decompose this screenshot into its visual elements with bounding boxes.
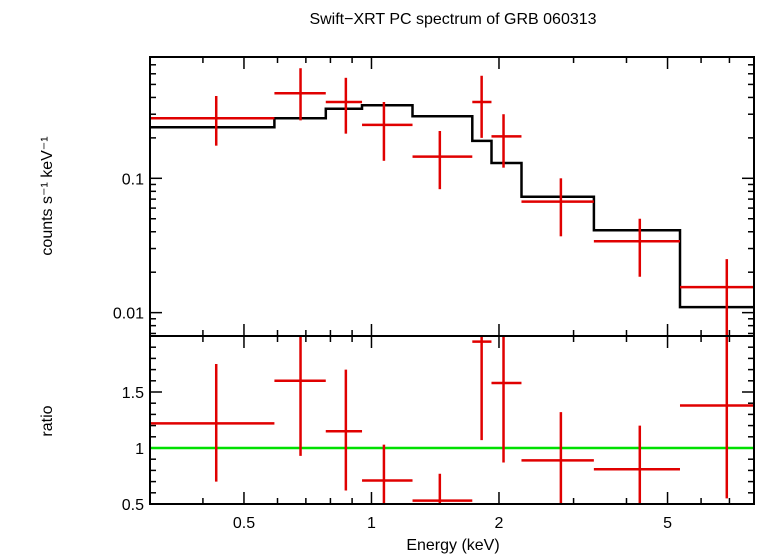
model-step-line bbox=[150, 103, 754, 309]
ratio-point bbox=[362, 444, 413, 504]
x-tick-labels: 0.5 1 2 5 bbox=[233, 515, 672, 532]
x-tick-label: 2 bbox=[495, 515, 504, 532]
bottom-panel-ticks bbox=[150, 336, 754, 504]
top-panel-ticks bbox=[150, 57, 754, 336]
spectrum-point bbox=[491, 114, 522, 168]
spectrum-point bbox=[472, 75, 492, 138]
x-tick-label: 0.5 bbox=[233, 515, 255, 532]
top-y-tick-label: 0.01 bbox=[113, 306, 144, 323]
spectrum-data-points bbox=[150, 68, 754, 336]
ratio-point bbox=[679, 336, 754, 499]
bottom-y-axis-label: ratio bbox=[39, 405, 56, 436]
top-y-axis-label: counts s⁻¹ keV⁻¹ bbox=[39, 136, 56, 255]
x-tick-label: 1 bbox=[367, 515, 376, 532]
ratio-point bbox=[472, 336, 492, 441]
ratio-point bbox=[593, 425, 680, 504]
ratio-data-points bbox=[150, 336, 754, 504]
spectrum-point bbox=[362, 101, 413, 161]
ratio-point bbox=[150, 364, 275, 482]
spectrum-point bbox=[325, 77, 363, 134]
spectrum-point bbox=[412, 131, 473, 190]
spectrum-point bbox=[150, 95, 275, 146]
spectrum-point bbox=[679, 259, 754, 336]
top-panel-frame bbox=[149, 56, 755, 337]
spectrum-point bbox=[274, 68, 326, 121]
x-tick-label: 5 bbox=[663, 515, 672, 532]
ratio-point bbox=[274, 336, 326, 456]
x-axis-label: Energy (keV) bbox=[406, 537, 499, 554]
ratio-point bbox=[521, 412, 594, 504]
model-step-path bbox=[150, 103, 754, 309]
ratio-point bbox=[491, 336, 522, 463]
bottom-y-tick-labels: 0.5 1 1.5 bbox=[122, 385, 144, 514]
spectrum-point bbox=[593, 218, 680, 277]
bottom-y-tick-label: 1 bbox=[135, 441, 144, 458]
bottom-y-tick-label: 0.5 bbox=[122, 497, 144, 514]
bottom-panel-frame bbox=[149, 335, 755, 505]
ratio-point bbox=[412, 473, 473, 504]
ratio-point bbox=[325, 369, 363, 491]
spectrum-panel: 0.1 0.01 counts s⁻¹ keV⁻¹ bbox=[39, 56, 755, 337]
top-y-tick-labels: 0.1 0.01 bbox=[113, 171, 144, 322]
bottom-y-tick-label: 1.5 bbox=[122, 385, 144, 402]
ratio-panel: 0.5 1 1.5 0.5 1 2 5 ratio Energy (keV) bbox=[39, 335, 755, 554]
spectrum-point bbox=[521, 178, 594, 237]
top-y-tick-label: 0.1 bbox=[122, 171, 144, 188]
chart-title: Swift−XRT PC spectrum of GRB 060313 bbox=[309, 11, 596, 28]
